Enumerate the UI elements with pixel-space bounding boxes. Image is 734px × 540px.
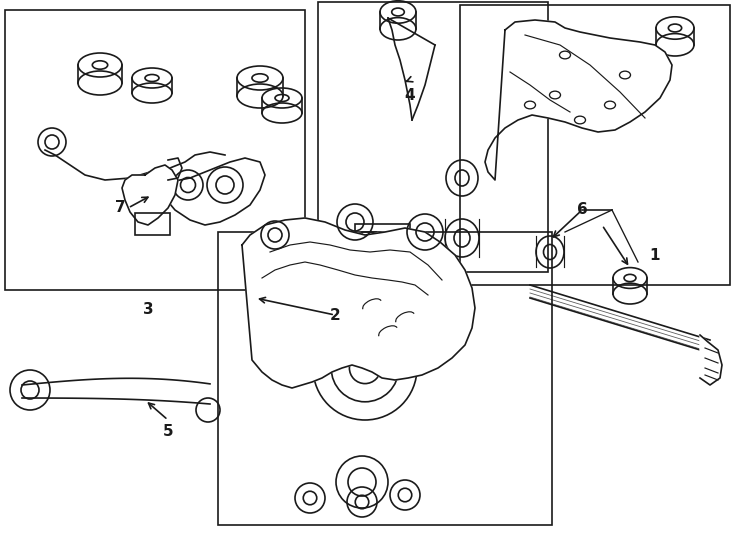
Bar <box>318 2 548 272</box>
Polygon shape <box>485 20 672 180</box>
Bar <box>460 5 730 285</box>
Text: 2: 2 <box>330 307 341 322</box>
Bar <box>362 232 376 256</box>
Polygon shape <box>122 165 178 225</box>
Text: 5: 5 <box>163 424 173 440</box>
Text: 3: 3 <box>142 302 153 318</box>
Text: 4: 4 <box>404 87 415 103</box>
Bar <box>218 232 552 525</box>
Polygon shape <box>700 335 722 385</box>
Text: 7: 7 <box>115 200 126 215</box>
Text: 1: 1 <box>650 247 661 262</box>
Bar <box>135 213 170 235</box>
Text: 6: 6 <box>577 202 587 218</box>
Bar <box>355 224 410 262</box>
Polygon shape <box>242 218 475 388</box>
Bar <box>5 10 305 290</box>
